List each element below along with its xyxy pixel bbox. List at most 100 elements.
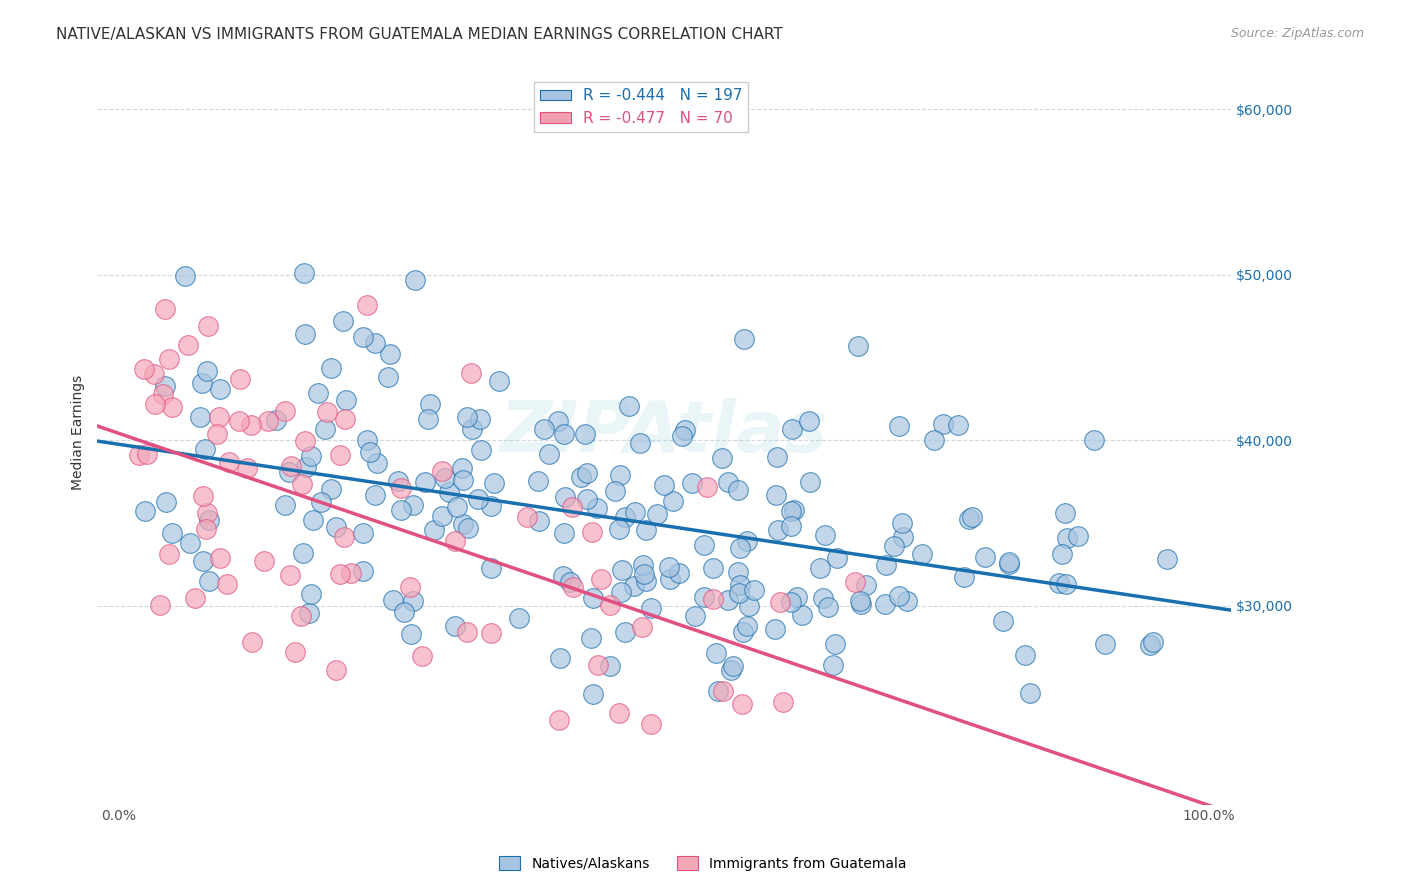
Point (623, 579, 645, 593)
Point (299, 587, 322, 601)
Point (402, 498, 425, 512)
Point (849, 597, 872, 611)
Point (439, 485, 461, 500)
Point (537, 447, 560, 461)
Point (891, 530, 914, 544)
Point (932, 417, 955, 432)
Point (619, 400, 641, 414)
Point (1094, 637, 1116, 651)
Point (735, 533, 758, 548)
Point (554, 490, 576, 504)
Point (671, 428, 693, 442)
Point (960, 510, 983, 524)
Point (419, 397, 441, 411)
Point (479, 500, 502, 514)
Point (1053, 506, 1076, 520)
Point (184, 591, 207, 605)
Point (467, 492, 489, 507)
Point (780, 595, 803, 609)
Point (576, 466, 599, 480)
Point (574, 426, 596, 441)
Point (631, 558, 654, 573)
Point (401, 627, 423, 641)
Point (628, 436, 651, 450)
Point (738, 599, 761, 613)
Point (240, 635, 263, 649)
Point (482, 475, 505, 490)
Point (548, 713, 571, 727)
Point (309, 495, 332, 509)
Point (228, 415, 250, 429)
Point (561, 500, 583, 514)
Point (891, 516, 914, 531)
Point (887, 589, 910, 603)
Point (295, 460, 318, 475)
Point (191, 376, 214, 390)
Legend: Natives/Alaskans, Immigrants from Guatemala: Natives/Alaskans, Immigrants from Guatem… (494, 850, 912, 876)
Point (339, 566, 361, 580)
Point (654, 478, 676, 492)
Point (364, 488, 387, 502)
Point (451, 517, 474, 532)
Point (673, 424, 696, 438)
Point (780, 422, 803, 436)
Point (946, 418, 969, 433)
Point (599, 598, 621, 612)
Point (488, 374, 510, 388)
Point (208, 383, 231, 397)
Point (195, 506, 218, 520)
Point (516, 510, 538, 524)
Point (128, 448, 150, 462)
Point (284, 645, 307, 659)
Point (814, 528, 837, 542)
Point (430, 509, 453, 524)
Point (290, 609, 312, 624)
Point (817, 599, 839, 614)
Point (209, 550, 232, 565)
Point (782, 503, 804, 517)
Point (274, 498, 297, 512)
Point (742, 582, 765, 597)
Point (723, 659, 745, 673)
Point (218, 455, 240, 469)
Point (957, 512, 980, 526)
Point (873, 598, 896, 612)
Point (997, 558, 1019, 572)
Point (599, 658, 621, 673)
Point (581, 524, 603, 539)
Point (579, 631, 602, 645)
Point (160, 400, 183, 414)
Point (730, 578, 752, 592)
Point (456, 625, 478, 640)
Point (582, 591, 605, 606)
Point (479, 626, 502, 640)
Point (569, 470, 592, 484)
Point (325, 520, 347, 534)
Point (333, 530, 356, 544)
Point (194, 442, 217, 457)
Point (460, 366, 482, 380)
Point (824, 637, 846, 651)
Point (658, 572, 681, 586)
Point (292, 266, 315, 280)
Point (292, 546, 315, 560)
Point (640, 601, 662, 615)
Point (195, 363, 218, 377)
Point (735, 619, 758, 633)
Point (610, 584, 633, 599)
Point (377, 370, 399, 384)
Point (883, 539, 905, 553)
Point (731, 697, 754, 711)
Point (359, 445, 381, 459)
Point (1056, 531, 1078, 545)
Point (508, 610, 530, 624)
Point (280, 459, 302, 474)
Point (547, 414, 569, 428)
Point (527, 514, 550, 528)
Point (633, 567, 655, 582)
Point (733, 332, 755, 346)
Point (765, 488, 787, 502)
Point (333, 412, 356, 426)
Point (1139, 638, 1161, 652)
Point (443, 533, 465, 548)
